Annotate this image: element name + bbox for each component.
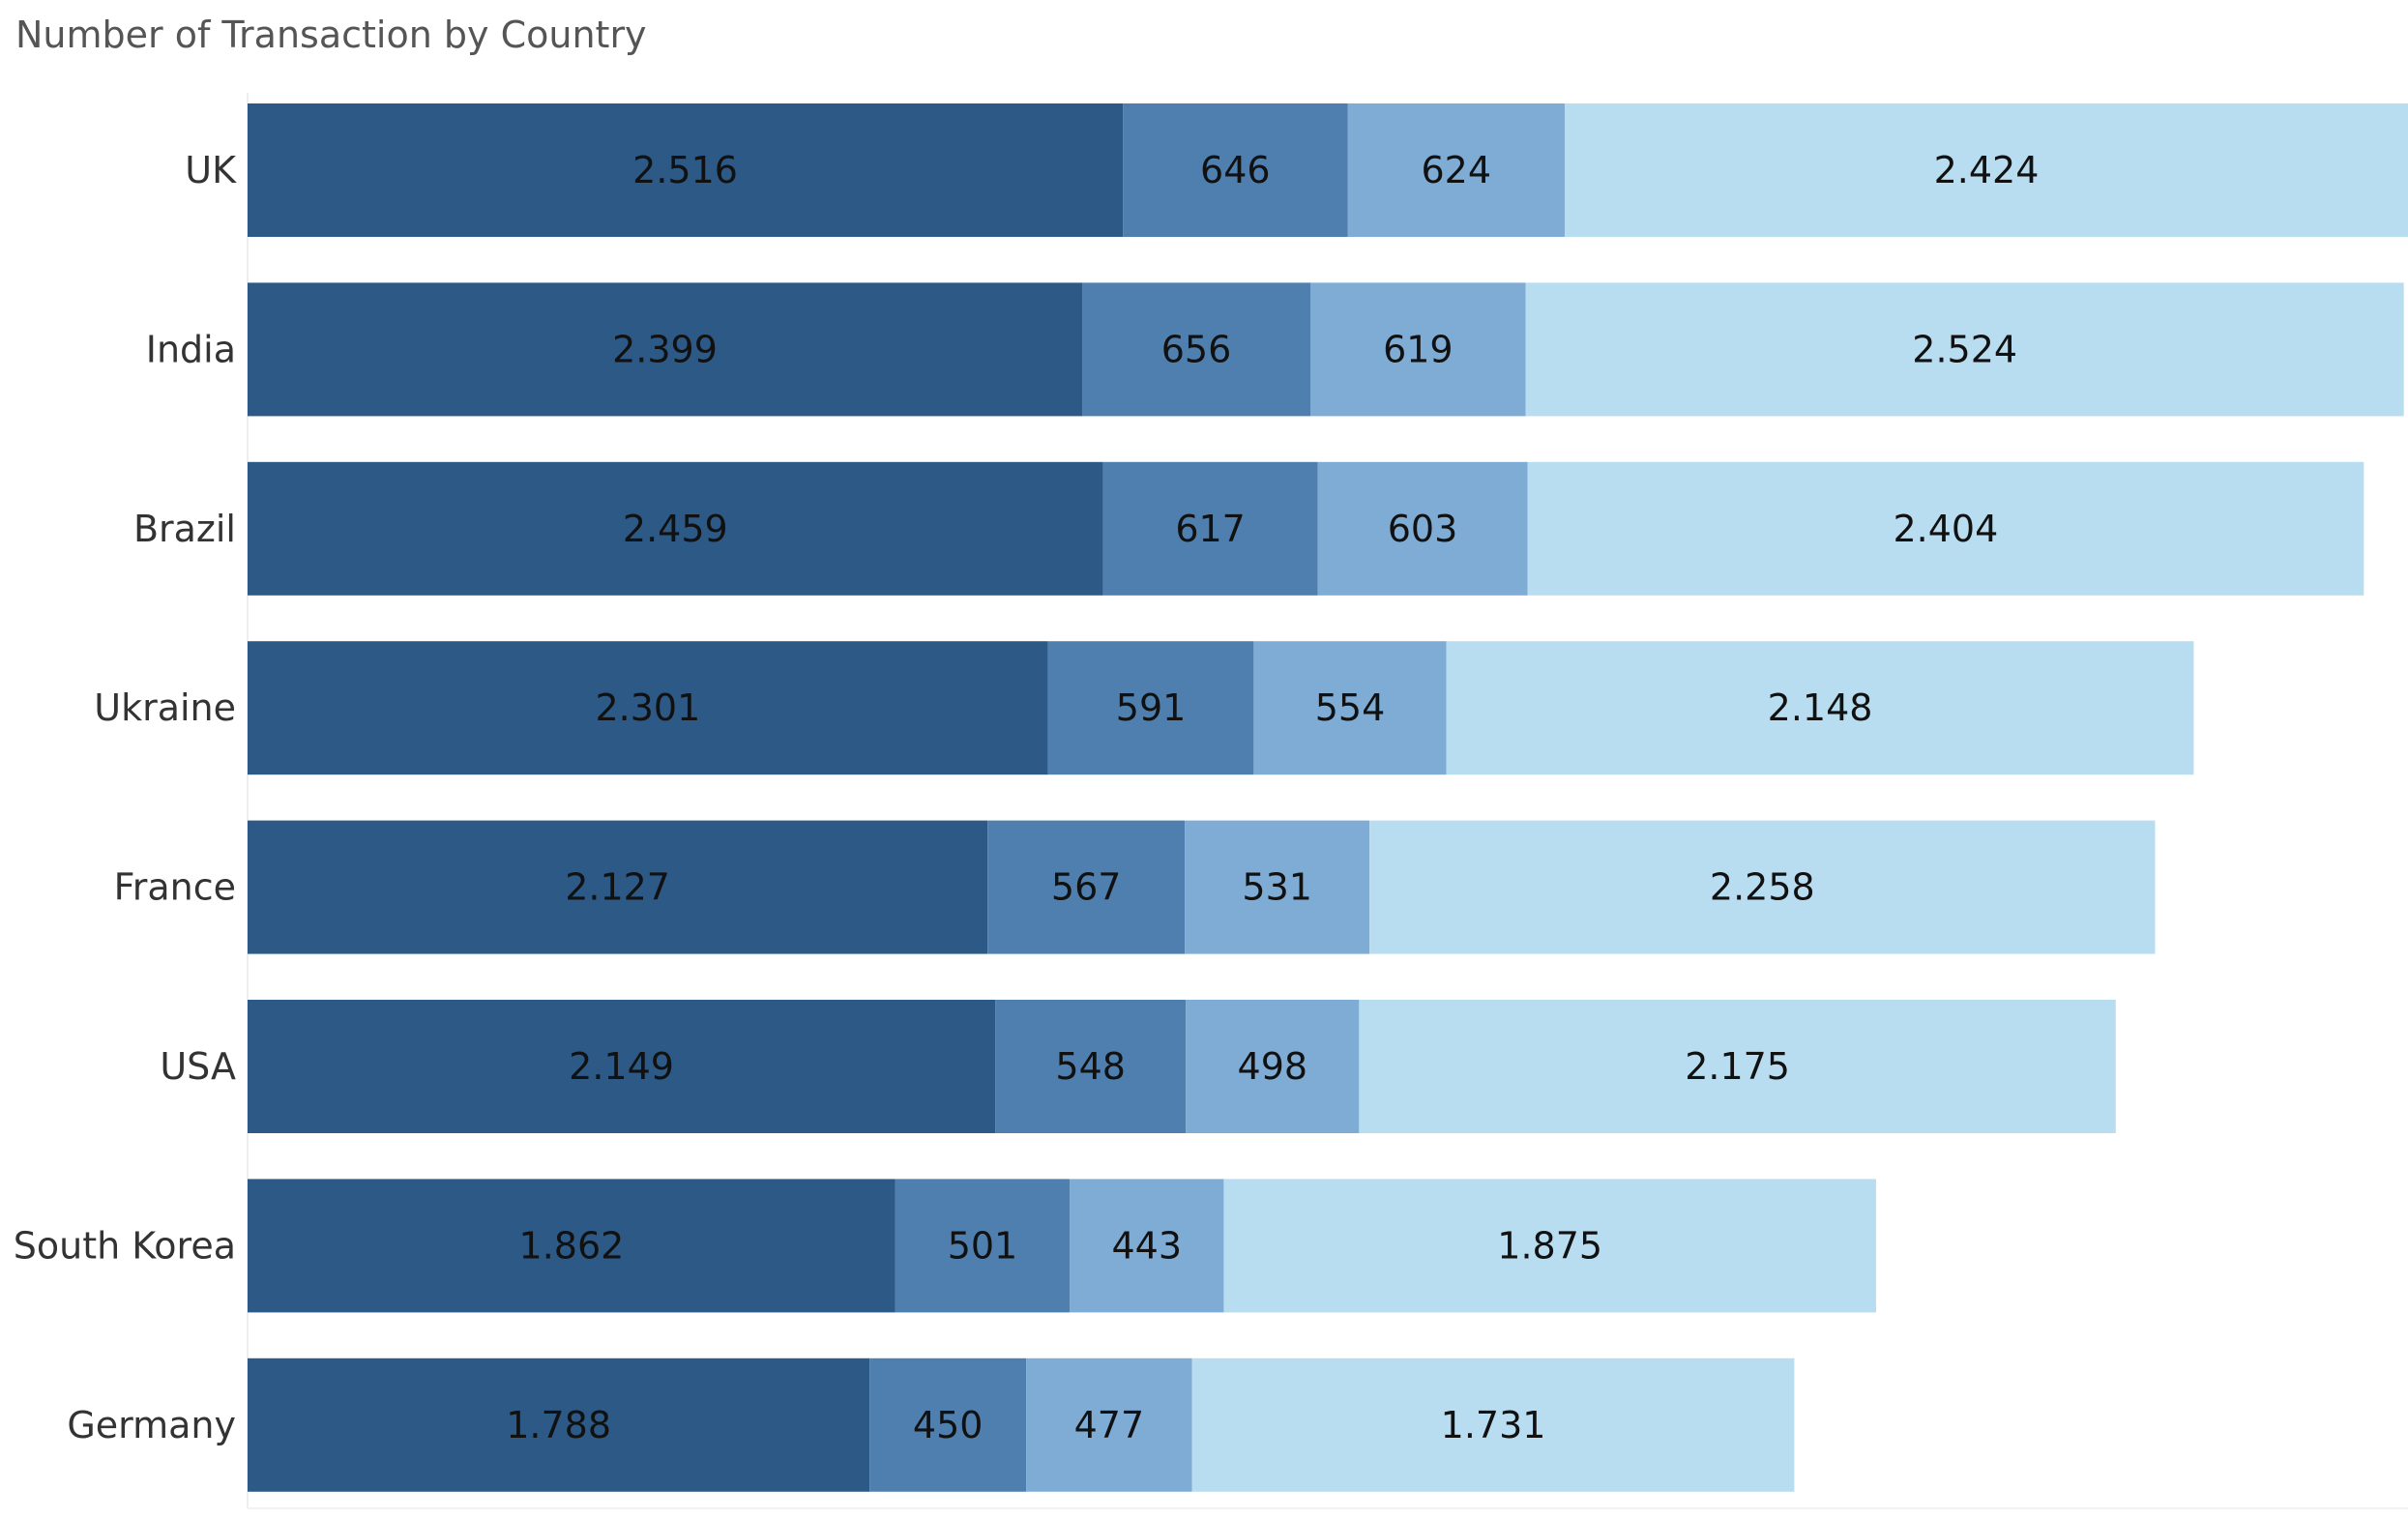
category-label-uk: UK (185, 149, 237, 191)
data-label-uk-segment-4: 2.424 (1934, 149, 2040, 191)
bar-germany-segment-4[interactable] (1191, 1357, 1795, 1492)
bar-usa-segment-4[interactable] (1359, 1000, 2116, 1133)
bar-brazil-segment-2[interactable] (1102, 461, 1318, 596)
category-label-india: India (146, 328, 236, 370)
bar-south-korea-segment-3[interactable] (1070, 1179, 1224, 1313)
bar-brazil-segment-4[interactable] (1527, 461, 2364, 596)
data-label-france-segment-3: 531 (1242, 866, 1312, 909)
data-label-usa-segment-2: 548 (1055, 1045, 1126, 1088)
bar-brazil-segment-3[interactable] (1317, 461, 1528, 596)
bar-ukraine-segment-1[interactable] (248, 641, 1048, 775)
category-label-ukraine: Ukraine (94, 686, 236, 729)
data-label-france-segment-1: 2.127 (565, 866, 670, 909)
category-label-germany: Germany (67, 1404, 236, 1446)
chart-title: Number of Transaction by Country (15, 14, 647, 56)
bar-germany-segment-1[interactable] (248, 1357, 870, 1492)
category-label-brazil: Brazil (133, 508, 236, 550)
bar-france-segment-3[interactable] (1185, 820, 1370, 954)
data-label-usa-segment-3: 498 (1238, 1045, 1308, 1088)
category-label-south-korea: South Korea (14, 1224, 236, 1267)
data-label-usa-segment-1: 2.149 (569, 1045, 674, 1088)
category-label-france: France (114, 866, 236, 909)
data-label-india-segment-1: 2.399 (612, 328, 718, 370)
data-label-south-korea-segment-2: 501 (948, 1224, 1018, 1267)
category-label-usa: USA (160, 1045, 236, 1088)
bar-germany-segment-2[interactable] (869, 1357, 1027, 1492)
bar-france-segment-1[interactable] (248, 820, 988, 954)
bar-france-segment-2[interactable] (987, 820, 1186, 954)
bar-south-korea-segment-1[interactable] (248, 1179, 896, 1313)
bar-france-segment-4[interactable] (1369, 820, 2156, 954)
data-label-ukraine-segment-4: 2.148 (1768, 686, 1873, 729)
bar-india-segment-1[interactable] (248, 282, 1083, 417)
bar-usa-segment-1[interactable] (248, 1000, 996, 1133)
data-label-uk-segment-3: 624 (1421, 149, 1491, 191)
bar-uk-segment-3[interactable] (1347, 103, 1565, 237)
bars-layer (248, 103, 2408, 1492)
data-label-india-segment-2: 656 (1161, 328, 1232, 370)
data-label-brazil-segment-4: 2.404 (1894, 508, 1999, 550)
bar-usa-segment-2[interactable] (995, 1000, 1187, 1133)
bar-south-korea-segment-2[interactable] (895, 1179, 1071, 1313)
data-label-south-korea-segment-4: 1.875 (1497, 1224, 1602, 1267)
data-label-uk-segment-1: 2.516 (632, 149, 738, 191)
bar-uk-segment-4[interactable] (1564, 103, 2408, 237)
data-label-south-korea-segment-1: 1.862 (519, 1224, 625, 1267)
data-label-germany-segment-2: 450 (913, 1404, 984, 1446)
labels-layer: UK 2.516 646 624 2.424 India 2.399 656 619 2.524 B… (14, 149, 2040, 1446)
data-label-brazil-segment-2: 617 (1175, 508, 1246, 550)
data-label-germany-segment-1: 1.788 (506, 1404, 611, 1446)
bar-ukraine-segment-4[interactable] (1446, 641, 2194, 775)
bar-brazil-segment-1[interactable] (248, 461, 1103, 596)
data-label-brazil-segment-1: 2.459 (623, 508, 728, 550)
data-label-ukraine-segment-3: 554 (1315, 686, 1386, 729)
data-label-ukraine-segment-1: 2.301 (595, 686, 700, 729)
bar-south-korea-segment-4[interactable] (1223, 1179, 1876, 1313)
bar-india-segment-2[interactable] (1082, 282, 1311, 417)
bar-uk-segment-1[interactable] (248, 103, 1124, 237)
data-label-usa-segment-4: 2.175 (1685, 1045, 1790, 1088)
data-label-germany-segment-3: 477 (1074, 1404, 1145, 1446)
data-label-ukraine-segment-2: 591 (1116, 686, 1187, 729)
bar-india-segment-4[interactable] (1525, 282, 2404, 417)
data-label-france-segment-4: 2.258 (1710, 866, 1815, 909)
data-label-south-korea-segment-3: 443 (1111, 1224, 1182, 1267)
bar-ukraine-segment-3[interactable] (1253, 641, 1447, 775)
data-label-germany-segment-4: 1.731 (1441, 1404, 1546, 1446)
data-label-india-segment-3: 619 (1383, 328, 1454, 370)
data-label-india-segment-4: 2.524 (1912, 328, 2017, 370)
data-label-brazil-segment-3: 603 (1388, 508, 1458, 550)
data-label-france-segment-2: 567 (1051, 866, 1122, 909)
bar-germany-segment-3[interactable] (1026, 1357, 1192, 1492)
bar-uk-segment-2[interactable] (1123, 103, 1348, 237)
bar-usa-segment-3[interactable] (1186, 1000, 1360, 1133)
data-label-uk-segment-2: 646 (1200, 149, 1271, 191)
bar-india-segment-3[interactable] (1310, 282, 1526, 417)
bar-ukraine-segment-2[interactable] (1047, 641, 1254, 775)
